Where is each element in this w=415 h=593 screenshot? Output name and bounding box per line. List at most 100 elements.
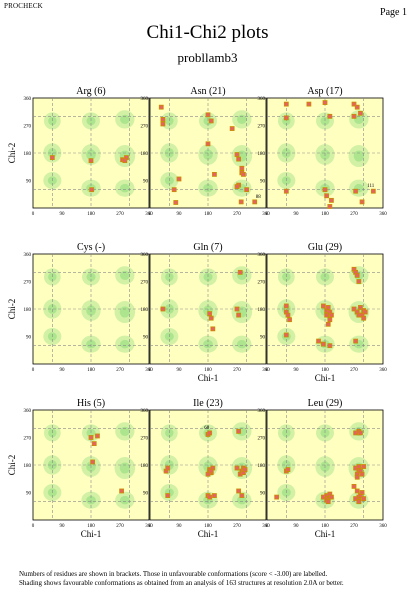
y-tick-label: 90 — [260, 492, 266, 497]
x-tick-label: 360 — [379, 524, 387, 529]
x-tick-label: 90 — [60, 212, 66, 217]
x-tick-label: 0 — [32, 524, 35, 529]
favourable-region-core — [120, 114, 130, 124]
x-tick-label: 270 — [233, 524, 241, 529]
residue-point — [361, 315, 367, 321]
favourable-region — [348, 145, 370, 168]
x-tick-label: 360 — [379, 368, 387, 373]
residue-point — [242, 467, 248, 472]
y-tick-label: 360 — [141, 409, 149, 414]
residue-point — [176, 176, 182, 182]
chi-plot-panel: 0 90 90 180 180 270 270 360 360 Gln (7) Chi-1 — [141, 242, 271, 383]
y-tick-label: 360 — [258, 253, 266, 258]
y-tick-label: 270 — [24, 281, 32, 286]
residue-point — [234, 184, 240, 190]
favourable-region-core — [120, 270, 130, 280]
residue-point — [285, 467, 291, 472]
x-tick-label: 180 — [87, 524, 95, 529]
x-tick-label: 0 — [266, 368, 269, 373]
residue-point — [229, 126, 235, 131]
residue-point — [358, 110, 363, 116]
residue-point — [236, 488, 242, 494]
favourable-region — [114, 301, 136, 324]
residue-point — [207, 430, 213, 436]
residue-point — [370, 188, 376, 194]
residue-point — [173, 200, 179, 205]
residue-point — [325, 305, 331, 310]
residue-point — [283, 101, 289, 107]
residue-point — [324, 193, 330, 199]
x-tick-label: 180 — [321, 212, 329, 217]
residue-point — [362, 309, 368, 315]
residue-point — [358, 430, 363, 436]
x-tick-label: 90 — [294, 212, 300, 217]
x-tick-label: 90 — [177, 524, 183, 529]
x-axis-label: Chi-1 — [81, 529, 102, 539]
residue-point — [274, 494, 280, 500]
residue-point — [353, 188, 359, 194]
x-tick-label: 360 — [379, 212, 387, 217]
residue-point — [212, 171, 217, 177]
x-axis-label: Chi-1 — [315, 373, 336, 383]
program-name: PROCHECK — [4, 2, 43, 10]
y-tick-label: 90 — [26, 336, 32, 341]
y-tick-label: 90 — [260, 180, 266, 185]
x-tick-label: 180 — [321, 368, 329, 373]
plot-title: Cys (-) — [77, 242, 105, 253]
residue-point — [49, 155, 55, 160]
y-tick-label: 360 — [24, 253, 32, 258]
y-tick-label: 180 — [141, 152, 149, 157]
y-tick-label: 180 — [141, 464, 149, 469]
favourable-region-core — [353, 150, 364, 162]
residue-point — [327, 343, 333, 349]
residue-point — [171, 187, 177, 193]
favourable-region-core — [119, 306, 130, 318]
favourable-region-core — [120, 426, 130, 436]
residue-point — [236, 428, 242, 434]
residue-point — [356, 279, 362, 284]
residue-point — [316, 338, 321, 344]
x-tick-label: 90 — [294, 524, 300, 529]
chi-plot-panel: 0 90 90 180 180 270 270 360 360 Asp (17) 111 — [258, 86, 388, 217]
residue-point — [322, 100, 328, 105]
residue-point — [359, 471, 365, 477]
x-tick-label: 180 — [204, 524, 212, 529]
x-axis-label: Chi-1 — [315, 529, 336, 539]
x-tick-label: 90 — [177, 368, 183, 373]
residue-point — [210, 326, 216, 332]
y-tick-label: 270 — [141, 281, 149, 286]
residue-point — [356, 499, 362, 505]
residue-point — [89, 187, 95, 193]
chi-plot-panel: 0 90 90 180 180 270 270 360 360 Arg (6) Chi-2 — [7, 86, 153, 217]
x-tick-label: 360 — [145, 368, 153, 373]
y-tick-label: 180 — [258, 152, 266, 157]
residue-point — [241, 171, 246, 177]
residue-point — [351, 306, 357, 312]
residue-point — [90, 459, 96, 465]
residue-point — [283, 115, 289, 121]
x-tick-label: 0 — [149, 524, 152, 529]
y-tick-label: 270 — [24, 125, 32, 130]
residue-point — [356, 464, 362, 469]
x-tick-label: 360 — [262, 524, 270, 529]
residue-point — [160, 121, 166, 127]
x-tick-label: 270 — [116, 524, 124, 529]
y-tick-label: 180 — [258, 308, 266, 313]
residue-point — [322, 187, 328, 193]
plot-title: Asp (17) — [307, 86, 342, 97]
residue-point — [306, 101, 312, 107]
x-tick-label: 360 — [145, 524, 153, 529]
residue-point — [361, 464, 367, 469]
x-tick-label: 0 — [149, 212, 152, 217]
residue-point — [320, 303, 326, 309]
chi-plot-panel: 0 90 90 180 180 270 270 360 360 Ile (23) Chi-1 60 — [141, 398, 271, 539]
y-tick-label: 180 — [258, 464, 266, 469]
residue-point — [329, 312, 334, 318]
page-title: Chi1-Chi2 plots — [146, 22, 269, 43]
residue-point — [88, 435, 94, 440]
residue-point — [283, 303, 289, 309]
y-tick-label: 360 — [258, 97, 266, 102]
favourable-region — [231, 301, 253, 324]
x-axis-label: Chi-1 — [198, 373, 219, 383]
residue-point — [327, 204, 333, 209]
